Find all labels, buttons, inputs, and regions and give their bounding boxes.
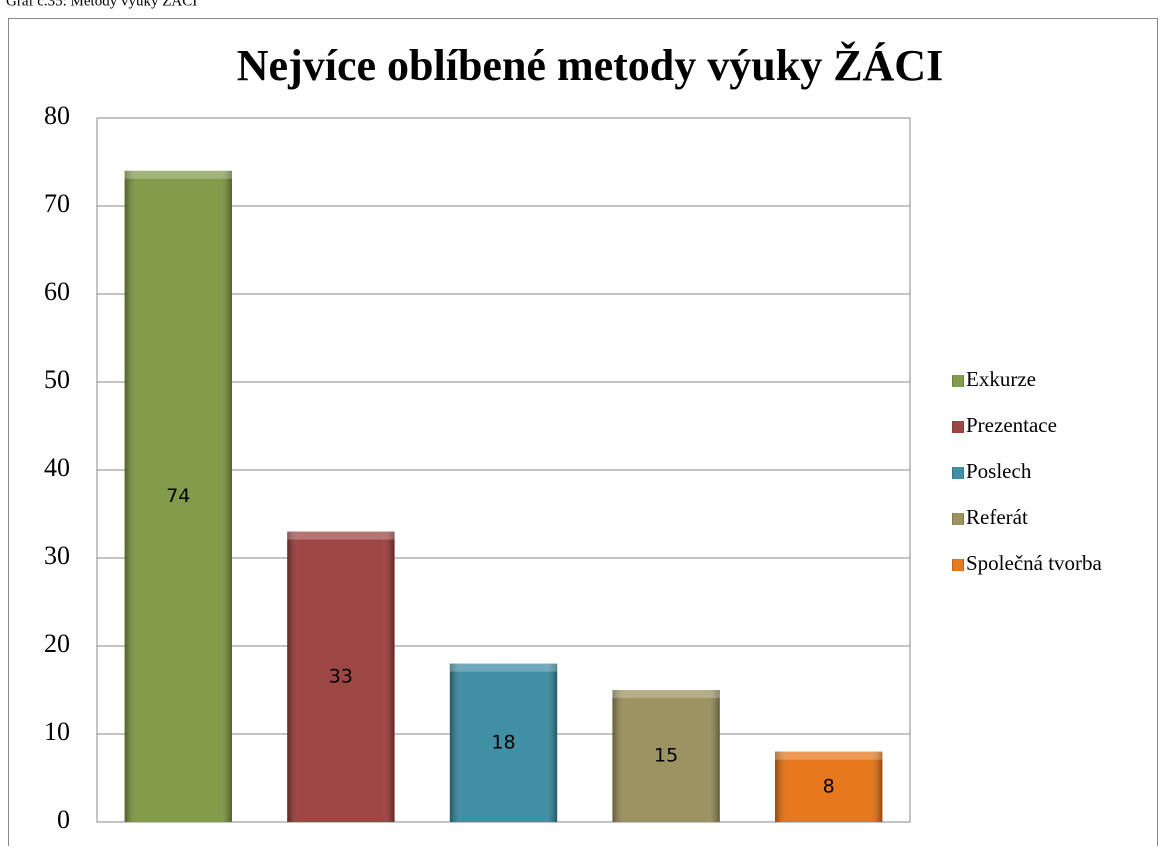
bar-bevel <box>449 663 558 672</box>
legend-label: Společná tvorba <box>966 551 1103 575</box>
y-tick-label: 60 <box>44 277 70 306</box>
legend-label: Prezentace <box>966 413 1057 437</box>
bar-bevel <box>287 531 395 540</box>
bar-bevel <box>612 690 720 698</box>
bar-shade <box>449 663 558 822</box>
y-tick-label: 0 <box>57 805 70 834</box>
data-label: 15 <box>654 745 678 767</box>
bar-shade <box>287 531 395 822</box>
bar-bevel <box>775 751 883 760</box>
caption: Graf č.35: Metody výuky ŽÁCI <box>6 0 197 9</box>
legend-swatch-shade <box>952 513 964 525</box>
data-label: 8 <box>823 775 835 797</box>
bar-shade <box>612 690 720 822</box>
y-tick-label: 10 <box>44 717 70 746</box>
bar-shade <box>775 751 883 822</box>
chart-border <box>8 18 1158 851</box>
legend-label: Referát <box>966 505 1028 529</box>
y-tick-label: 50 <box>44 365 70 394</box>
data-label: 18 <box>491 731 515 753</box>
y-tick-label: 40 <box>44 453 70 482</box>
y-tick-label: 80 <box>44 101 70 130</box>
y-tick-label: 30 <box>44 541 70 570</box>
legend-label: Exkurze <box>966 367 1036 391</box>
legend-label: Poslech <box>966 459 1032 483</box>
chart-title: Nejvíce oblíbené metody výuky ŽÁCI <box>237 41 943 90</box>
legend-swatch-shade <box>952 421 964 433</box>
bar-bevel <box>124 170 232 179</box>
data-label: 33 <box>329 665 353 687</box>
y-tick-label: 20 <box>44 629 70 658</box>
legend-swatch-shade <box>952 467 964 479</box>
y-tick-label: 70 <box>44 189 70 218</box>
bar-shade <box>124 170 232 823</box>
legend-swatch-shade <box>952 375 964 387</box>
data-label: 74 <box>166 485 190 507</box>
legend-swatch-shade <box>952 559 964 571</box>
